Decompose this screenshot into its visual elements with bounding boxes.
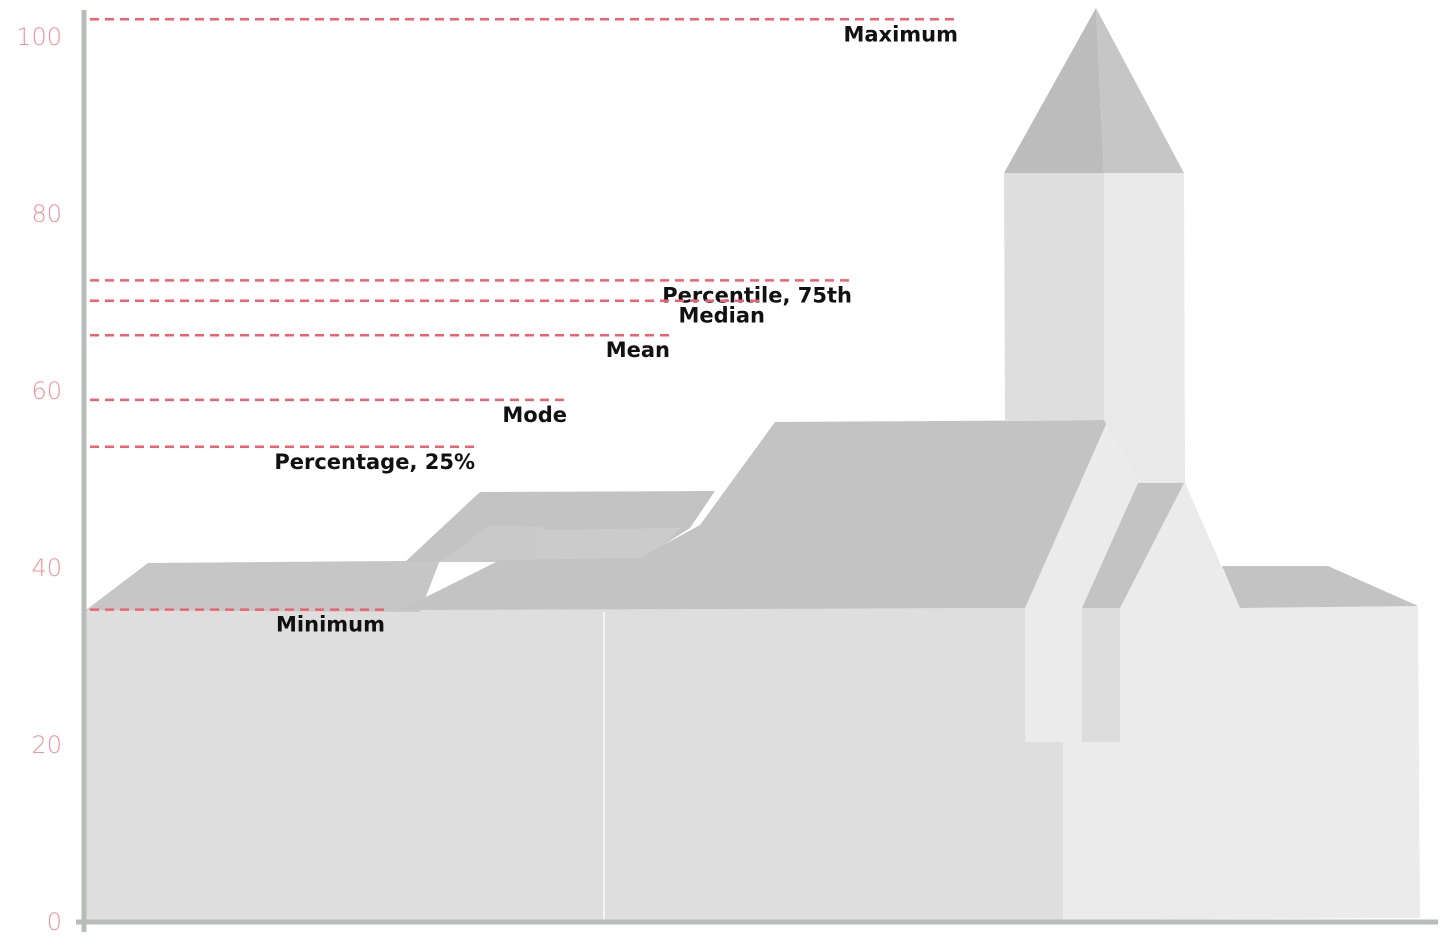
reference-line-label: Mean <box>606 338 670 362</box>
y-tick-label: 80 <box>31 200 62 228</box>
church-main-wall <box>82 608 1063 920</box>
church-porch-wall <box>1082 608 1120 742</box>
reference-line-label: Maximum <box>843 22 958 46</box>
church-spire-right <box>1096 8 1184 173</box>
reference-line-label: Percentage, 25% <box>274 450 475 474</box>
church-nave-roof <box>400 420 1108 610</box>
reference-line-label: Percentile, 75th <box>662 283 852 307</box>
church-tower-right <box>1104 173 1185 483</box>
church-illustration <box>82 8 1420 920</box>
reference-line-label: Median <box>679 304 766 328</box>
church-porch-roof <box>1082 483 1184 608</box>
reference-line-label: Minimum <box>276 613 385 637</box>
church-tower-left <box>1004 173 1106 420</box>
y-tick-label: 40 <box>31 554 62 582</box>
church-spire-left <box>1004 8 1104 173</box>
reference-line-label: Mode <box>502 403 567 427</box>
y-tick-label: 60 <box>31 377 62 405</box>
y-tick-label: 100 <box>16 23 62 51</box>
y-tick-labels: 0 20 40 60 80 100 <box>16 23 62 936</box>
y-tick-label: 20 <box>31 731 62 759</box>
church-right-roof <box>1222 566 1418 608</box>
church-dormer <box>535 528 680 562</box>
church-left-roof <box>86 560 440 612</box>
y-tick-label: 0 <box>47 908 62 936</box>
church-middle-roof-shade <box>440 525 545 562</box>
